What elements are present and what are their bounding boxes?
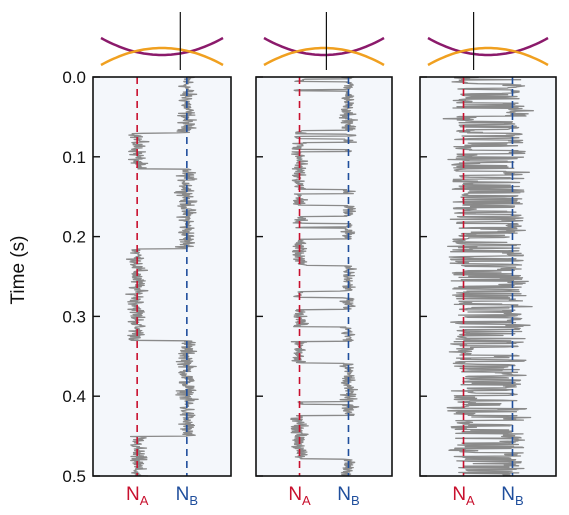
y-tick-label: 0.2 xyxy=(62,228,86,247)
panel-frame xyxy=(255,76,393,477)
reference-label-NB: NB xyxy=(176,484,198,508)
panel-frame xyxy=(419,76,557,477)
upper-energy-curve xyxy=(427,36,549,57)
y-tick-label: 0.1 xyxy=(62,148,86,167)
lower-energy-curve xyxy=(427,46,549,67)
panel-frame xyxy=(92,76,232,477)
y-tick-label: 0.4 xyxy=(62,387,86,406)
crossing-schematic xyxy=(427,12,549,70)
panel-background xyxy=(256,77,392,476)
state-trace-3 xyxy=(442,76,534,477)
panels: NA NB NA NB NA NB xyxy=(92,12,557,508)
state-trace-1 xyxy=(125,76,199,477)
reference-label-NB: NB xyxy=(337,484,359,508)
y-tick-label: 0.5 xyxy=(62,467,86,486)
panel-2: NA NB xyxy=(255,12,393,508)
crossing-schematic xyxy=(263,12,385,70)
upper-energy-curve xyxy=(100,36,224,57)
panel-3: NA NB xyxy=(419,12,557,508)
lower-energy-curve xyxy=(263,46,385,67)
state-trace-2 xyxy=(290,76,360,477)
upper-energy-curve xyxy=(263,36,385,57)
reference-label-NA: NA xyxy=(288,484,311,508)
lower-energy-curve xyxy=(100,46,224,67)
y-axis-title: Time (s) xyxy=(8,236,29,305)
panel-background xyxy=(93,77,231,476)
y-tick-label: 0.0 xyxy=(62,68,86,87)
y-tick-label: 0.3 xyxy=(62,307,86,326)
reference-label-NA: NA xyxy=(452,484,475,508)
reference-label-NA: NA xyxy=(126,484,149,508)
panel-1: NA NB xyxy=(92,12,232,508)
y-axis: 0.0 0.1 0.2 0.3 0.4 0.5 xyxy=(62,68,86,486)
crossing-schematic xyxy=(100,12,224,70)
reference-label-NB: NB xyxy=(501,484,523,508)
